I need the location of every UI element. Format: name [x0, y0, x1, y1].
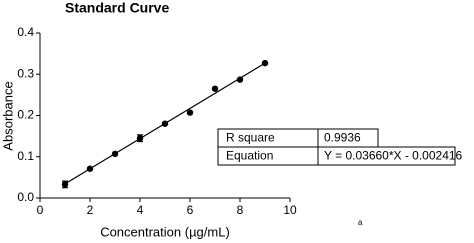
y-tick-label: 0.4	[17, 25, 34, 39]
x-axis-label: Concentration (µg/mL)	[100, 224, 230, 239]
y-tick-label: 0.3	[17, 66, 34, 80]
x-tick-label: 4	[137, 203, 144, 217]
y-axis-label: Absorbance	[0, 81, 15, 150]
point	[61, 181, 69, 188]
point	[86, 165, 94, 172]
chart-title: Standard Curve	[65, 0, 169, 16]
point	[161, 120, 169, 127]
y-tick-label: 0.2	[17, 108, 34, 122]
table-cell	[317, 146, 456, 166]
y-tick-label: 0.1	[17, 149, 34, 163]
x-tick-label: 0	[37, 203, 44, 217]
table-text: 0.9936	[324, 131, 361, 145]
x-tick-label: 6	[187, 203, 194, 217]
point	[261, 59, 269, 67]
table-text: R square	[226, 131, 275, 145]
point	[186, 109, 194, 116]
point	[211, 85, 219, 92]
table: R square 0.9936 Equation Y = 0.03660*X -…	[217, 128, 463, 166]
table-text: Y = 0.03660*X - 0.002416	[324, 149, 463, 163]
point	[136, 134, 144, 142]
x-tick-label: 8	[237, 203, 244, 217]
note: a	[358, 218, 363, 227]
y-tick-label: 0.0	[17, 190, 34, 204]
table-text: Equation	[226, 149, 273, 163]
x-tick-label: 2	[87, 203, 94, 217]
point	[111, 150, 119, 158]
x-tick-label: 10	[283, 203, 297, 217]
point	[236, 76, 244, 83]
